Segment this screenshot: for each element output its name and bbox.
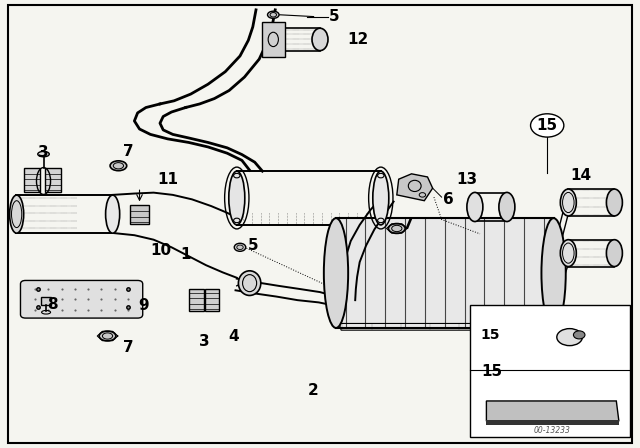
Text: 9: 9: [139, 298, 149, 313]
Ellipse shape: [234, 243, 246, 251]
Ellipse shape: [324, 218, 348, 328]
Ellipse shape: [557, 329, 582, 346]
Text: 6: 6: [443, 192, 453, 207]
Text: 3: 3: [38, 145, 49, 160]
Text: 5: 5: [248, 238, 258, 253]
Ellipse shape: [10, 195, 24, 233]
Ellipse shape: [499, 193, 515, 222]
Ellipse shape: [561, 240, 577, 267]
Ellipse shape: [239, 271, 261, 296]
Text: 15: 15: [481, 364, 502, 379]
Ellipse shape: [268, 11, 279, 18]
Ellipse shape: [607, 189, 623, 216]
Text: 14: 14: [570, 168, 592, 183]
Ellipse shape: [607, 240, 623, 267]
Text: 4: 4: [228, 329, 239, 345]
Polygon shape: [486, 401, 619, 421]
Bar: [205, 289, 219, 311]
Bar: [41, 297, 51, 305]
Bar: [45, 168, 61, 192]
Ellipse shape: [106, 195, 120, 233]
Text: 8: 8: [47, 297, 58, 312]
Ellipse shape: [561, 189, 577, 216]
Bar: [486, 420, 619, 425]
Ellipse shape: [38, 151, 49, 157]
Text: 12: 12: [348, 32, 369, 47]
Text: 13: 13: [456, 172, 478, 187]
Text: 7: 7: [123, 340, 133, 355]
Ellipse shape: [229, 171, 245, 225]
Ellipse shape: [110, 161, 127, 171]
Polygon shape: [397, 174, 433, 201]
Text: 7: 7: [403, 217, 413, 233]
FancyBboxPatch shape: [20, 280, 143, 318]
Ellipse shape: [372, 171, 388, 225]
Ellipse shape: [265, 28, 282, 51]
Ellipse shape: [312, 28, 328, 51]
Text: 11: 11: [157, 172, 178, 187]
Ellipse shape: [541, 218, 566, 328]
Ellipse shape: [467, 193, 483, 222]
Text: 15: 15: [536, 118, 558, 133]
Bar: [189, 289, 204, 311]
Circle shape: [531, 114, 564, 137]
Text: 3: 3: [200, 334, 210, 349]
Bar: [336, 218, 554, 328]
Ellipse shape: [388, 224, 405, 233]
Text: 15: 15: [480, 328, 499, 342]
Text: 5: 5: [329, 9, 339, 24]
Bar: [262, 22, 285, 57]
Text: 2: 2: [308, 383, 319, 398]
Text: 1: 1: [180, 247, 191, 262]
Text: 10: 10: [150, 243, 172, 258]
Bar: [130, 205, 149, 224]
Bar: [24, 168, 40, 192]
Text: 7: 7: [123, 144, 133, 159]
Ellipse shape: [573, 331, 585, 339]
Text: 00-13233: 00-13233: [533, 426, 570, 435]
Ellipse shape: [99, 331, 116, 341]
Bar: [470, 305, 630, 437]
